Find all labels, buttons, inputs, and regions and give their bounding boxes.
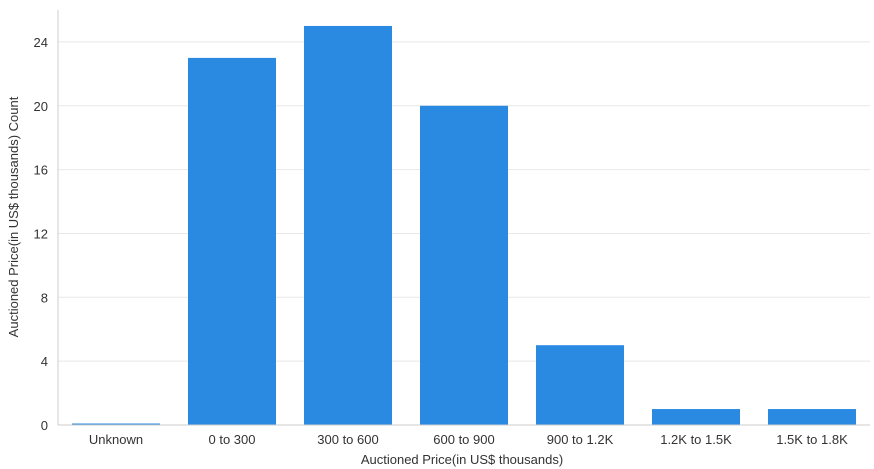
y-tick-label: 8 (41, 290, 48, 305)
x-tick-label: 1.5K to 1.8K (776, 432, 848, 447)
bar-layer (72, 25, 856, 426)
bar[interactable] (768, 409, 856, 425)
y-tick-labels: 0 4 8 12 16 20 24 (34, 35, 48, 433)
y-tick-label: 0 (41, 418, 48, 433)
x-tick-labels: Unknown 0 to 300 300 to 600 600 to 900 900 t… (89, 432, 848, 447)
y-tick-label: 12 (34, 226, 48, 241)
x-tick-label: 0 to 300 (209, 432, 256, 447)
bar[interactable] (536, 345, 624, 425)
x-tick-label: 300 to 600 (317, 432, 378, 447)
bar[interactable] (72, 423, 160, 426)
bar[interactable] (652, 409, 740, 425)
bar[interactable] (420, 105, 508, 426)
bar[interactable] (188, 57, 276, 426)
x-tick-label: 900 to 1.2K (547, 432, 614, 447)
y-tick-label: 4 (41, 354, 48, 369)
y-axis-title: Auctioned Price(in US$ thousands) Count (6, 96, 21, 337)
bar[interactable] (304, 25, 392, 425)
y-tick-label: 16 (34, 163, 48, 178)
y-tick-label: 24 (34, 35, 48, 50)
x-tick-label: 1.2K to 1.5K (660, 432, 732, 447)
x-axis-title: Auctioned Price(in US$ thousands) (361, 452, 563, 467)
y-tick-label: 20 (34, 99, 48, 114)
x-tick-label: 600 to 900 (433, 432, 494, 447)
x-tick-label: Unknown (89, 432, 143, 447)
